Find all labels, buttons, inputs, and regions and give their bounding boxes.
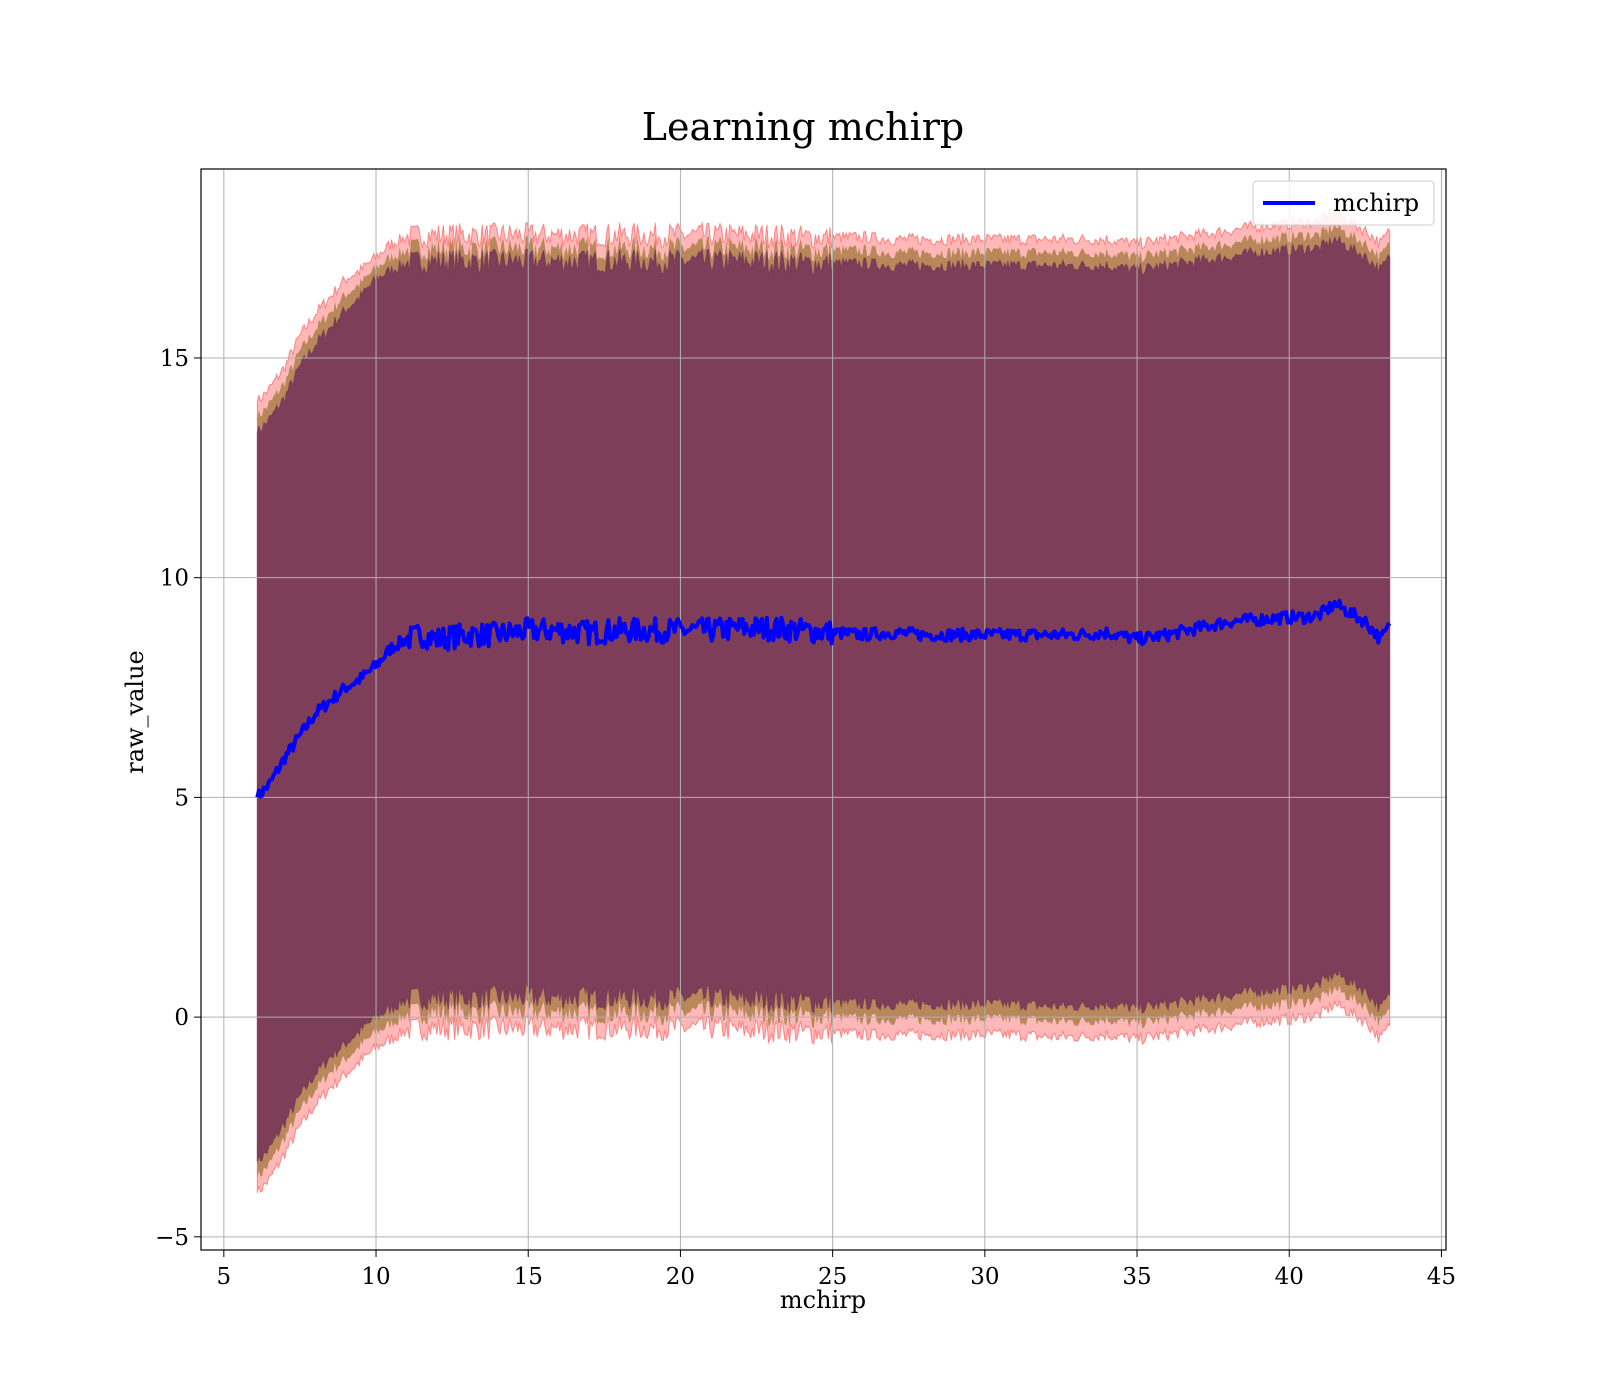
x-tick-label: 35 xyxy=(1122,1264,1151,1290)
y-tick-label: 5 xyxy=(174,785,189,811)
line-layer xyxy=(255,598,1392,799)
chart-title: Learning mchirp xyxy=(642,105,964,149)
inner-confidence-band xyxy=(256,235,1391,1163)
x-tick-label: 45 xyxy=(1427,1264,1456,1290)
legend: mchirp xyxy=(1252,180,1435,226)
y-axis-label: raw_value xyxy=(121,650,149,774)
x-tick-label: 10 xyxy=(361,1264,390,1290)
series-line-mchirp xyxy=(255,598,1392,799)
y-tick-label: −5 xyxy=(155,1225,189,1251)
x-tick-label: 15 xyxy=(514,1264,543,1290)
x-tick-label: 30 xyxy=(970,1264,999,1290)
y-tick-label: 0 xyxy=(174,1005,189,1031)
x-tick-label: 20 xyxy=(666,1264,695,1290)
grid-layer xyxy=(201,169,1446,1250)
y-axis-ticks: −5 0 5 10 15 xyxy=(155,346,201,1251)
x-axis-ticks: 5 10 15 20 25 30 35 40 45 xyxy=(217,1250,1456,1290)
plot-area xyxy=(200,168,1447,1251)
x-tick-label: 25 xyxy=(818,1264,847,1290)
x-tick-label: 5 xyxy=(217,1264,232,1290)
legend-box xyxy=(1252,180,1435,226)
bands-layer xyxy=(256,209,1391,1193)
x-axis-label: mchirp xyxy=(780,1286,866,1314)
x-tick-label: 40 xyxy=(1275,1264,1304,1290)
plot-frame xyxy=(200,168,1447,1251)
legend-entry-mchirp: mchirp xyxy=(1333,189,1419,217)
y-tick-label: 15 xyxy=(160,346,189,372)
y-tick-label: 10 xyxy=(160,566,189,592)
